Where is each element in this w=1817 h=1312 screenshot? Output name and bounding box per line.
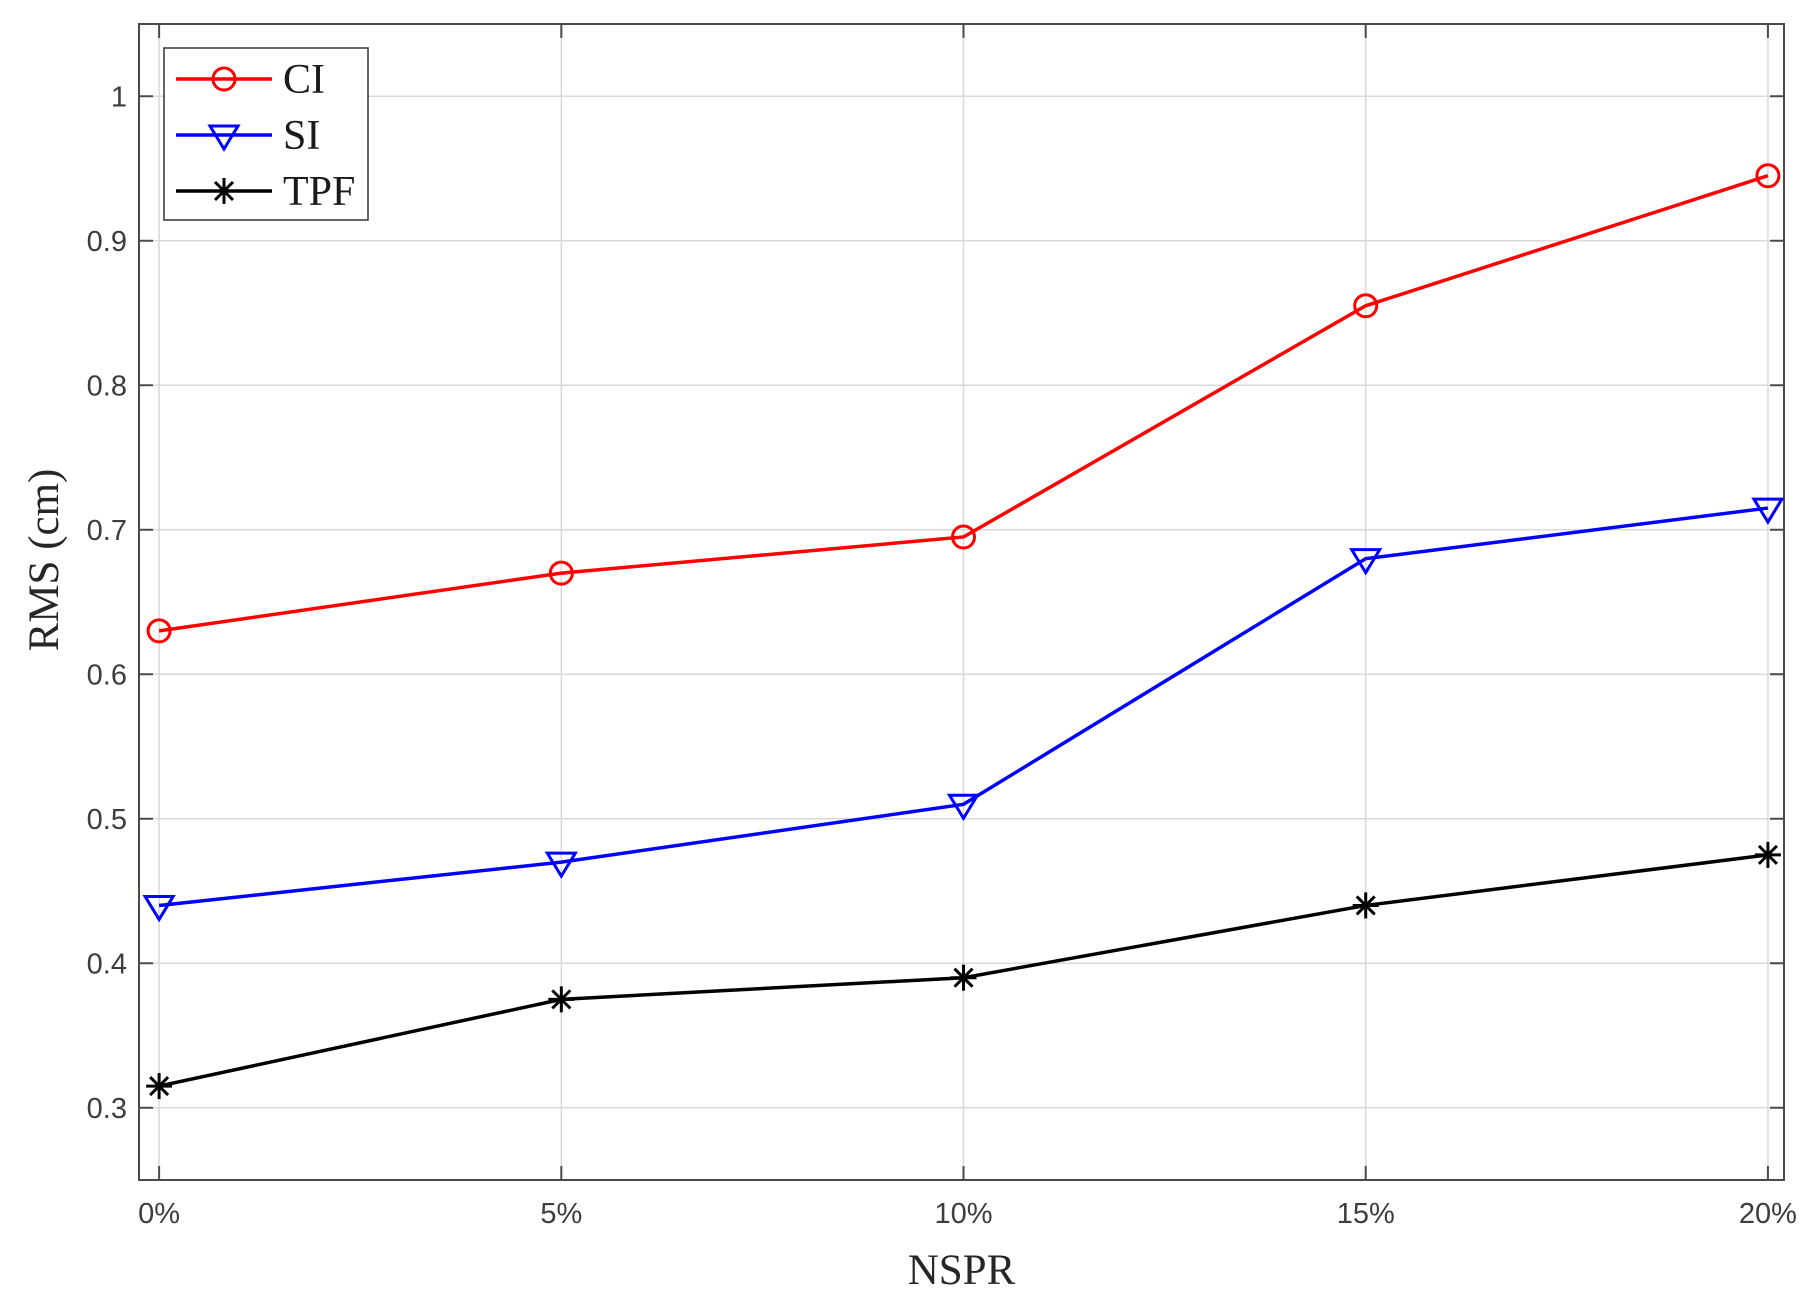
y-tick-label: 0.8 bbox=[87, 370, 127, 402]
axis-ticks bbox=[139, 24, 1784, 1180]
legend: CI SI TPF bbox=[163, 47, 369, 221]
legend-label: SI bbox=[283, 113, 320, 159]
legend-item-ci: CI bbox=[176, 57, 325, 103]
x-axis-title: NSPR bbox=[908, 1247, 1016, 1294]
y-axis-title: RMS (cm) bbox=[21, 469, 68, 652]
series-si-line bbox=[158, 506, 1769, 908]
legend-item-si: SI bbox=[176, 113, 320, 159]
y-tick-label: 0.3 bbox=[87, 1093, 127, 1125]
legend-marker-triangle-down-icon bbox=[207, 124, 241, 152]
legend-marker-circle-icon bbox=[211, 66, 237, 92]
y-tick-label: 0.9 bbox=[87, 226, 127, 258]
series-si-markers bbox=[142, 497, 1785, 923]
y-tick-label: 0.7 bbox=[87, 515, 127, 547]
plot-box bbox=[138, 23, 1785, 1181]
y-tick-label: 1 bbox=[111, 81, 127, 113]
series-ci bbox=[146, 163, 1781, 644]
x-tick-label: 20% bbox=[1739, 1198, 1797, 1230]
x-tick-label: 0% bbox=[138, 1198, 180, 1230]
y-tick-label: 0.6 bbox=[87, 659, 127, 691]
series-tpf-markers bbox=[146, 841, 1781, 1100]
series-ci-markers bbox=[146, 163, 1781, 644]
legend-item-tpf: TPF bbox=[176, 169, 355, 215]
y-tick-label: 0.4 bbox=[87, 948, 127, 980]
y-tick-label: 0.5 bbox=[87, 804, 127, 836]
legend-marker-asterisk-icon bbox=[211, 178, 237, 204]
x-tick-label: 10% bbox=[934, 1198, 992, 1230]
legend-label: TPF bbox=[283, 169, 355, 215]
series-ci-line bbox=[158, 174, 1769, 633]
x-tick-label: 15% bbox=[1337, 1198, 1395, 1230]
legend-label: CI bbox=[283, 57, 325, 103]
series-si bbox=[142, 497, 1785, 923]
series-tpf bbox=[146, 841, 1781, 1100]
x-tick-label: 5% bbox=[540, 1198, 582, 1230]
grid bbox=[139, 24, 1784, 1180]
